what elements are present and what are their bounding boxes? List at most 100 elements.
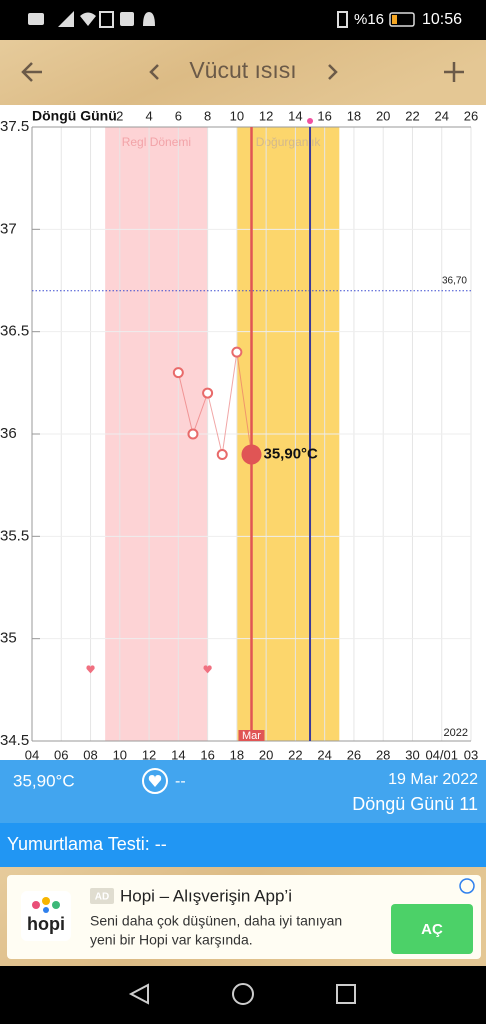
ad-badge-box <box>90 888 114 904</box>
ovulation-test-bar[interactable] <box>0 823 486 867</box>
x-tick-label: 04/01 <box>425 747 458 762</box>
heart-button[interactable] <box>142 768 168 794</box>
x-tick-label: 24 <box>317 747 331 762</box>
x-tick-label: 08 <box>83 747 97 762</box>
snap-icon <box>143 12 155 26</box>
ad-title: Hopi – Alışverişin App’i <box>120 886 292 905</box>
month-label-bg <box>238 730 265 741</box>
x2-tick-label: 2 <box>116 108 123 123</box>
x-tick-label: 10 <box>113 747 127 762</box>
add-button[interactable] <box>444 62 464 82</box>
heart-icon <box>148 775 162 787</box>
battery-percent: %16 <box>354 11 384 28</box>
y-tick-label: 37.5 <box>0 118 29 135</box>
vibrate-icon <box>337 11 348 28</box>
nav-recent[interactable] <box>336 984 356 1004</box>
selected-label: 35,90°C <box>264 445 319 462</box>
x-tick-label: 26 <box>347 747 361 762</box>
temperature-point <box>216 448 228 460</box>
hd-icon <box>28 13 44 25</box>
signal-icon <box>58 11 74 27</box>
heart-marker <box>86 665 95 674</box>
next-button[interactable] <box>328 64 338 80</box>
x-tick-label: 16 <box>200 747 214 762</box>
wifi-icon <box>80 12 96 26</box>
ad-logo: hopi <box>27 914 65 934</box>
nav-home[interactable] <box>232 983 254 1005</box>
selected-point <box>241 444 262 465</box>
ad-button-label: AÇ <box>421 921 443 938</box>
temperature-point <box>172 367 184 379</box>
header-title: Vücut ısısı <box>189 57 296 83</box>
ad-text: Seni daha çok düşünen, daha iyi tanıyan <box>90 913 342 929</box>
logo-dot <box>32 901 40 909</box>
x2-tick-label: 6 <box>175 108 182 123</box>
logo-dot <box>43 907 49 913</box>
x2-tick-label: 14 <box>288 108 302 123</box>
y-tick-label: 36.5 <box>0 323 29 340</box>
summary-temperature: 35,90°C <box>13 771 75 790</box>
x2-tick-label: 16 <box>317 108 331 123</box>
status-bar <box>0 0 486 40</box>
header <box>0 40 486 105</box>
battery-icon <box>389 12 415 27</box>
summary-date: 19 Mar 2022 <box>388 771 478 788</box>
back-button[interactable] <box>21 62 42 82</box>
ad-card[interactable] <box>7 875 481 959</box>
x-tick-label: 28 <box>376 747 390 762</box>
x-tick-label: 03 <box>464 747 478 762</box>
band-label: Regl Dönemi <box>122 135 191 149</box>
y-tick-label: 34.5 <box>0 732 29 749</box>
month-label: Mar <box>242 730 261 742</box>
x2-tick-label: 26 <box>464 108 478 123</box>
band-label: Doğurganlık <box>256 135 322 149</box>
y-tick-label: 35.5 <box>0 527 29 544</box>
x2-tick-label: 4 <box>145 108 152 123</box>
x2-label-bg <box>30 107 114 126</box>
logo-dot <box>52 901 60 909</box>
heart-marker <box>203 665 212 674</box>
temperature-point <box>187 428 199 440</box>
x2-axis-label: Döngü Günü <box>32 108 117 124</box>
prev-button[interactable] <box>149 64 159 80</box>
temperature-point <box>231 346 243 358</box>
nav-bar <box>0 966 486 1024</box>
reference-label: 36,70 <box>442 275 467 286</box>
x-tick-label: 30 <box>405 747 419 762</box>
ovulation-test: Yumurtlama Testi: -- <box>7 834 167 854</box>
x2-tick-label: 10 <box>230 108 244 123</box>
y-tick-label: 37 <box>0 220 17 237</box>
x-tick-label: 12 <box>142 747 156 762</box>
temperature-line <box>177 352 252 455</box>
app-icon <box>120 12 134 26</box>
x-tick-label: 22 <box>288 747 302 762</box>
x-tick-label: 06 <box>54 747 68 762</box>
year-label: 2022 <box>444 727 468 739</box>
x-tick-label: 14 <box>171 747 185 762</box>
summary-bar <box>0 760 486 823</box>
ad-button[interactable] <box>391 904 473 954</box>
nfc-icon <box>99 11 114 28</box>
y-tick-label: 36 <box>0 425 17 442</box>
nav-back[interactable] <box>128 983 149 1005</box>
summary-cycle-day: Döngü Günü 11 <box>352 794 478 814</box>
temperature-point <box>202 387 214 399</box>
x2-tick-label: 24 <box>434 108 448 123</box>
ad-badge: AD <box>95 892 109 903</box>
x2-tick-label: 20 <box>376 108 390 123</box>
clock: 10:56 <box>422 11 462 28</box>
x2-tick-label: 22 <box>405 108 419 123</box>
ovulation-dot <box>307 118 314 124</box>
x-tick-label: 18 <box>230 747 244 762</box>
summary-heart: -- <box>175 773 186 790</box>
x2-tick-label: 18 <box>347 108 361 123</box>
ad-info[interactable] <box>459 878 475 894</box>
y-tick-label: 35 <box>0 630 17 647</box>
x-tick-label: 04 <box>25 747 39 762</box>
logo-dot <box>42 897 50 905</box>
battery-level <box>392 15 397 24</box>
x2-tick-label: 12 <box>259 108 273 123</box>
